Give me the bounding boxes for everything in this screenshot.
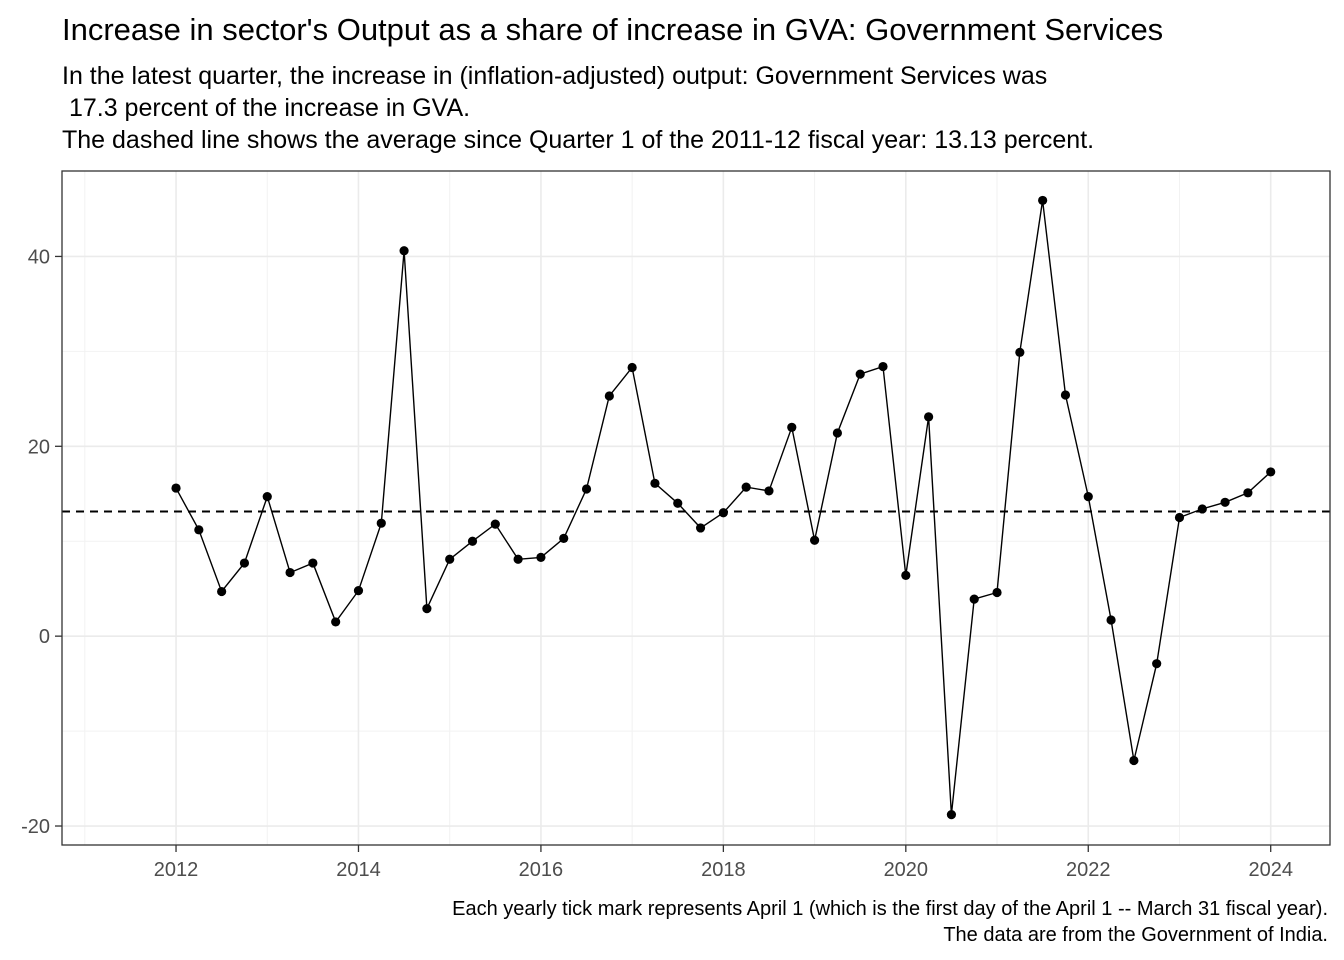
data-point bbox=[513, 554, 523, 564]
data-point bbox=[239, 558, 250, 568]
data-point bbox=[1220, 497, 1230, 507]
data-point bbox=[969, 594, 979, 604]
data-point bbox=[1060, 390, 1071, 400]
data-point bbox=[1038, 195, 1048, 206]
data-point bbox=[262, 492, 272, 502]
data-point bbox=[194, 525, 204, 535]
data-points bbox=[171, 195, 1276, 820]
data-point bbox=[924, 412, 934, 422]
data-point bbox=[764, 486, 774, 496]
data-point bbox=[353, 585, 364, 596]
data-point bbox=[376, 518, 386, 528]
data-point bbox=[992, 587, 1002, 598]
data-point bbox=[1106, 615, 1116, 625]
data-point bbox=[171, 483, 181, 493]
subtitle-line-1: In the latest quarter, the increase in (… bbox=[62, 62, 1048, 90]
data-point bbox=[855, 369, 865, 379]
data-point bbox=[308, 558, 318, 568]
data-point bbox=[741, 482, 751, 492]
y-tick-label: -20 bbox=[21, 816, 50, 838]
data-point bbox=[650, 478, 660, 488]
data-point bbox=[559, 533, 569, 543]
data-point bbox=[467, 536, 478, 546]
data-point bbox=[445, 554, 455, 564]
data-point bbox=[536, 552, 546, 562]
y-tick-label: 40 bbox=[28, 246, 50, 268]
data-point bbox=[1266, 467, 1276, 477]
x-tick-label: 2016 bbox=[519, 859, 564, 881]
data-point bbox=[1174, 512, 1185, 523]
data-point bbox=[1197, 504, 1207, 514]
chart-title: Increase in sector's Output as a share o… bbox=[62, 12, 1164, 47]
data-point bbox=[673, 498, 683, 508]
data-point bbox=[399, 246, 409, 256]
data-point bbox=[490, 519, 500, 529]
data-point bbox=[1243, 488, 1253, 498]
y-axis: -20 0 20 40 bbox=[21, 246, 62, 838]
data-point bbox=[1083, 492, 1093, 502]
data-point bbox=[878, 361, 888, 372]
data-point bbox=[946, 810, 957, 820]
x-tick-label: 2022 bbox=[1066, 859, 1111, 881]
data-point bbox=[1129, 755, 1139, 766]
data-point bbox=[604, 391, 614, 401]
data-point bbox=[422, 604, 432, 614]
x-tick-label: 2018 bbox=[701, 859, 746, 881]
grid-minor bbox=[62, 171, 1330, 845]
subtitle-line-2: 17.3 percent of the increase in GVA. bbox=[62, 94, 471, 122]
x-tick-label: 2024 bbox=[1248, 859, 1293, 881]
data-point bbox=[627, 362, 637, 373]
data-point bbox=[331, 617, 341, 627]
data-point bbox=[1152, 659, 1162, 669]
data-point bbox=[1015, 347, 1025, 357]
grid-major bbox=[62, 171, 1330, 845]
data-point bbox=[901, 570, 911, 581]
y-tick-label: 0 bbox=[39, 626, 50, 648]
data-point bbox=[718, 508, 728, 518]
data-point bbox=[217, 586, 227, 597]
subtitle-line-3: The dashed line shows the average since … bbox=[62, 126, 1095, 154]
x-tick-label: 2014 bbox=[336, 859, 381, 881]
data-point bbox=[809, 535, 820, 545]
caption-line-2: The data are from the Government of Indi… bbox=[943, 924, 1328, 946]
data-point bbox=[581, 484, 592, 494]
chart-caption: Each yearly tick mark represents April 1… bbox=[452, 896, 1328, 948]
plot-panel bbox=[62, 171, 1330, 845]
x-axis: 2012 2014 2016 2018 2020 2022 2024 bbox=[154, 845, 1293, 881]
x-tick-label: 2020 bbox=[884, 859, 929, 881]
data-point bbox=[832, 428, 842, 438]
caption-line-1: Each yearly tick mark represents April 1… bbox=[452, 898, 1328, 920]
data-point bbox=[695, 523, 706, 533]
data-point bbox=[787, 422, 797, 432]
chart-subtitle: In the latest quarter, the increase in (… bbox=[62, 60, 1094, 156]
data-point bbox=[285, 567, 295, 578]
y-tick-label: 20 bbox=[28, 436, 50, 458]
plot-border bbox=[61, 170, 1331, 846]
x-tick-label: 2012 bbox=[154, 859, 199, 881]
